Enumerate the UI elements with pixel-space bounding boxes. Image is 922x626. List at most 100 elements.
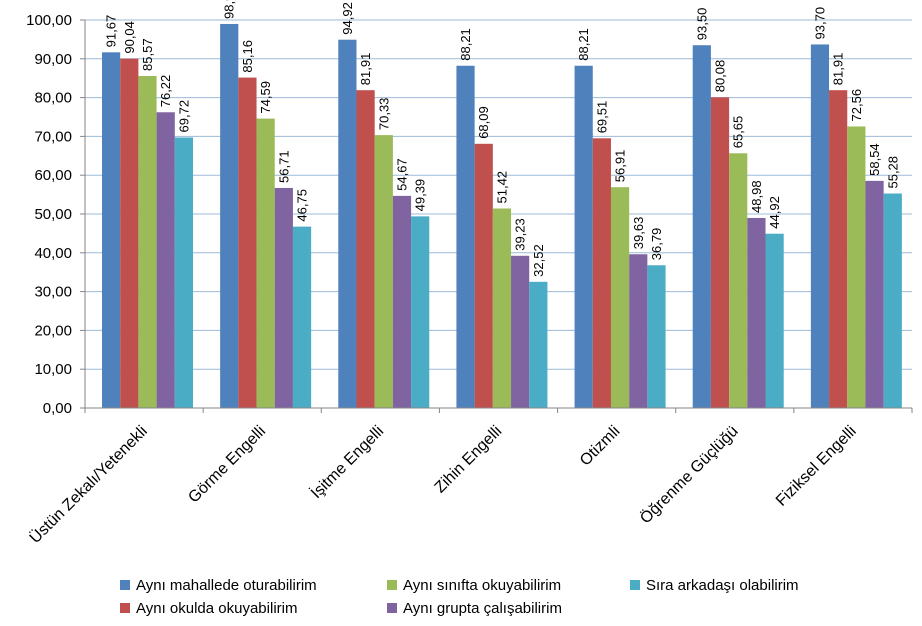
bar — [374, 135, 393, 408]
data-label: 65,65 — [731, 116, 746, 149]
bar — [610, 187, 630, 408]
bar — [529, 281, 548, 408]
legend-label: Aynı okulda okuyabilirim — [136, 600, 297, 617]
bar — [492, 208, 512, 408]
bar — [238, 77, 257, 409]
data-label: 54,67 — [394, 158, 409, 191]
legend-label: Aynı sınıfta okuyabilirim — [403, 577, 561, 594]
bar — [810, 44, 830, 408]
data-label: 32,52 — [531, 244, 546, 277]
data-label: 55,28 — [885, 156, 900, 189]
data-label: 72,56 — [849, 89, 864, 122]
y-tick-label: 90,00 — [34, 51, 72, 68]
data-label: 88,21 — [458, 28, 473, 61]
x-tick-label: Görme Engelli — [185, 423, 269, 507]
data-label: 88,21 — [576, 28, 591, 61]
x-tick-label: Fiziksel Engelli — [773, 423, 860, 510]
data-label: 69,72 — [176, 100, 191, 133]
bar — [629, 254, 648, 408]
bar — [865, 180, 884, 408]
bar — [847, 126, 866, 409]
legend-swatch — [120, 580, 130, 590]
legend-swatch — [120, 603, 130, 613]
y-tick-label: 50,00 — [34, 206, 72, 223]
bar — [220, 23, 239, 408]
data-label: 90,04 — [122, 21, 137, 54]
y-tick-label: 70,00 — [34, 128, 72, 145]
y-tick-label: 10,00 — [34, 361, 72, 378]
legend-swatch — [387, 603, 397, 613]
data-label: 91,67 — [104, 15, 119, 48]
data-label: 74,59 — [258, 81, 273, 114]
data-label: 81,91 — [831, 53, 846, 86]
data-label: 51,42 — [494, 171, 509, 204]
y-axis: 0,00 10,00 20,00 30,00 40,00 50,00 60,00 70,00 8… — [26, 12, 86, 417]
data-label: 93,50 — [694, 8, 709, 41]
data-label: 93,70 — [812, 7, 827, 40]
data-label: 69,51 — [594, 101, 609, 134]
y-tick-label: 20,00 — [34, 322, 72, 339]
data-label: 70,33 — [376, 98, 391, 131]
bar — [729, 153, 748, 408]
bar — [456, 65, 475, 408]
y-tick-label: 0,00 — [43, 400, 72, 417]
x-tick-label: Zihin Engelli — [432, 423, 506, 497]
y-tick-label: 40,00 — [34, 245, 72, 262]
bar — [356, 90, 375, 408]
y-tick-label: 80,00 — [34, 90, 72, 107]
data-label: 76,22 — [158, 75, 173, 108]
data-label: 56,71 — [276, 150, 291, 183]
data-label: 39,23 — [513, 218, 528, 251]
data-label: 44,92 — [767, 196, 782, 229]
bar — [511, 255, 530, 408]
y-tick-label: 30,00 — [34, 284, 72, 301]
data-label: 68,09 — [476, 106, 491, 139]
x-tick-label: İşitme Engelli — [306, 421, 387, 502]
bar — [138, 75, 157, 408]
data-label: 39,63 — [631, 217, 646, 250]
data-label: 94,92 — [340, 2, 355, 35]
data-label: 56,91 — [613, 150, 628, 183]
x-axis: Üstün Zekalı/Yetenekli Görme Engelli İşitm… — [26, 407, 913, 547]
data-label: 58,54 — [867, 143, 882, 176]
data-label: 46,75 — [295, 189, 310, 222]
legend-label: Aynı mahallede oturabilirim — [136, 577, 317, 594]
data-label: 98,98 — [222, 0, 237, 19]
data-label: 48,98 — [749, 180, 764, 213]
bar — [692, 45, 711, 408]
bars — [102, 23, 902, 409]
data-label: 85,16 — [240, 40, 255, 73]
bar — [574, 65, 593, 408]
bar — [765, 233, 784, 408]
bar — [592, 138, 611, 408]
y-tick-label: 100,00 — [26, 12, 72, 29]
bar — [710, 97, 730, 408]
bar — [647, 265, 666, 408]
bar — [256, 118, 275, 409]
bar — [474, 143, 493, 409]
bar — [411, 216, 430, 408]
bar — [174, 137, 193, 409]
legend-swatch — [387, 580, 397, 590]
data-labels: 91,67 98,98 94,92 88,21 88,21 93,50 93,70 90,04… — [104, 0, 901, 277]
bar — [338, 39, 357, 409]
legend-label: Sıra arkadaşı olabilirim — [646, 577, 799, 594]
data-label: 36,79 — [649, 228, 664, 261]
bar — [392, 195, 412, 408]
bar — [274, 187, 293, 408]
bar — [829, 90, 848, 408]
bar — [747, 217, 766, 408]
data-label: 85,57 — [140, 38, 155, 71]
bar — [156, 112, 175, 408]
legend: Aynı mahallede oturabilirim Aynı okulda o… — [120, 577, 799, 617]
x-tick-label: Öğrenme Güçlüğü — [636, 422, 741, 527]
bar — [102, 52, 121, 408]
data-label: 81,91 — [358, 53, 373, 86]
bar — [120, 58, 139, 408]
data-label: 49,39 — [413, 179, 428, 212]
bar — [292, 226, 312, 408]
legend-swatch — [630, 580, 640, 590]
y-tick-label: 60,00 — [34, 167, 72, 184]
x-tick-label: Üstün Zekalı/Yetenekli — [26, 422, 151, 547]
